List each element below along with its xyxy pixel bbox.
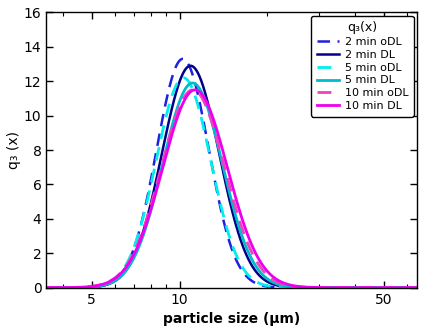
5 min oDL: [290, 286, 295, 290]
Y-axis label: q₃ (x): q₃ (x): [7, 131, 21, 169]
5 min oDL: [3, 286, 8, 290]
2 min DL: [262, 278, 267, 282]
10 min oDL: [401, 286, 406, 290]
10 min oDL: [290, 284, 295, 288]
2 min DL: [290, 285, 295, 289]
2 min oDL: [3, 286, 8, 290]
5 min DL: [190, 81, 195, 85]
10 min oDL: [3, 286, 8, 290]
X-axis label: particle size (μm): particle size (μm): [163, 312, 300, 326]
2 min DL: [275, 283, 280, 287]
5 min DL: [275, 282, 280, 286]
2 min oDL: [180, 57, 185, 61]
5 min DL: [290, 285, 295, 289]
10 min oDL: [262, 270, 267, 274]
Line: 5 min DL: 5 min DL: [0, 83, 424, 288]
2 min DL: [350, 286, 355, 290]
5 min oDL: [262, 283, 267, 287]
2 min oDL: [290, 286, 295, 290]
10 min DL: [275, 278, 280, 282]
2 min oDL: [401, 286, 406, 290]
Line: 2 min DL: 2 min DL: [0, 66, 424, 288]
5 min DL: [401, 286, 406, 290]
10 min oDL: [190, 88, 195, 92]
5 min oDL: [275, 285, 280, 289]
10 min DL: [401, 286, 406, 290]
10 min DL: [193, 88, 198, 92]
2 min oDL: [350, 286, 355, 290]
10 min DL: [262, 265, 267, 269]
10 min DL: [350, 286, 355, 290]
Line: 5 min oDL: 5 min oDL: [0, 78, 424, 288]
2 min oDL: [275, 285, 280, 289]
5 min DL: [3, 286, 8, 290]
2 min oDL: [262, 284, 267, 288]
5 min oDL: [181, 76, 186, 80]
5 min oDL: [350, 286, 355, 290]
10 min DL: [290, 283, 295, 287]
Legend: 2 min oDL, 2 min DL, 5 min oDL, 5 min DL, 10 min oDL, 10 min DL: 2 min oDL, 2 min DL, 5 min oDL, 5 min DL…: [311, 16, 414, 117]
2 min DL: [401, 286, 406, 290]
10 min oDL: [350, 286, 355, 290]
Line: 10 min DL: 10 min DL: [0, 90, 424, 288]
10 min oDL: [275, 280, 280, 284]
2 min DL: [188, 64, 193, 68]
10 min DL: [3, 286, 8, 290]
5 min DL: [350, 286, 355, 290]
5 min DL: [262, 274, 267, 278]
Line: 10 min oDL: 10 min oDL: [0, 90, 424, 288]
5 min oDL: [401, 286, 406, 290]
2 min DL: [3, 286, 8, 290]
Line: 2 min oDL: 2 min oDL: [0, 59, 424, 288]
